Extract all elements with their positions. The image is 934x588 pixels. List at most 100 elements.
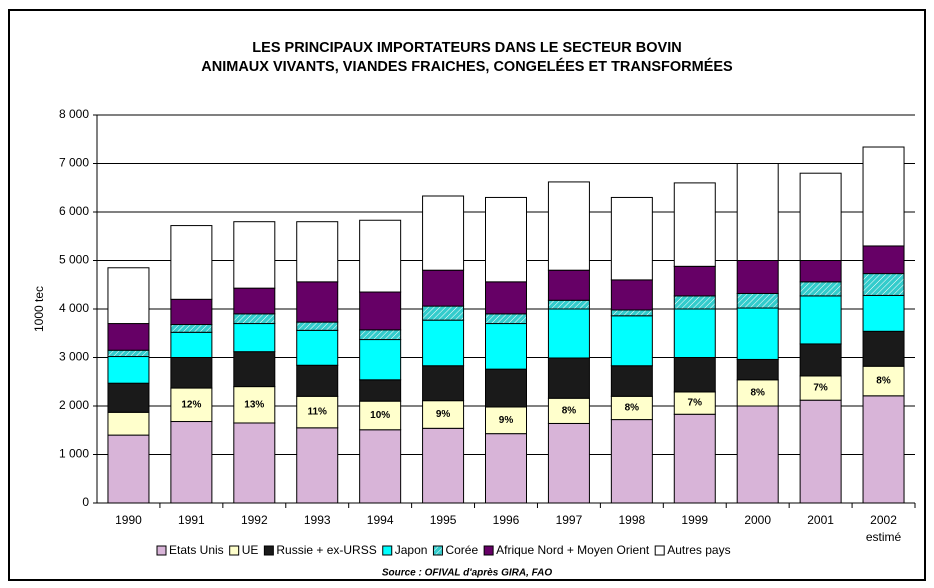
x-tick-label: 1997 bbox=[556, 513, 583, 527]
bar-segment bbox=[610, 196, 653, 281]
x-tick-label: 1996 bbox=[493, 513, 520, 527]
legend-label: Japon bbox=[395, 543, 428, 557]
y-tick-label: 2 000 bbox=[59, 398, 89, 412]
bar-segment bbox=[296, 395, 339, 429]
bar-segment bbox=[736, 260, 779, 294]
bar-segment bbox=[233, 313, 276, 325]
legend-swatch bbox=[432, 545, 443, 556]
share-label: 12% bbox=[181, 399, 201, 410]
bar-segment bbox=[862, 146, 905, 247]
bar-segment bbox=[422, 319, 465, 367]
bar-segment bbox=[673, 265, 716, 297]
share-label: 10% bbox=[370, 410, 390, 421]
bar-segment bbox=[485, 313, 527, 325]
bar-segment bbox=[736, 358, 779, 381]
y-axis-label: 1000 tec bbox=[32, 286, 46, 332]
bar-segment bbox=[799, 399, 842, 504]
x-tick-label: 1992 bbox=[241, 513, 268, 527]
bar-segment bbox=[359, 379, 402, 402]
bar-segment bbox=[610, 279, 653, 311]
bar-segment bbox=[547, 181, 590, 271]
bar-segment bbox=[422, 269, 465, 307]
y-tick-label: 5 000 bbox=[59, 253, 89, 267]
bar-segment bbox=[170, 421, 213, 504]
x-tick-label: 1994 bbox=[367, 513, 394, 527]
bar-segment bbox=[359, 339, 402, 381]
x-tick-label: 2002 bbox=[870, 513, 897, 527]
y-tick-label: 6 000 bbox=[59, 204, 89, 218]
bar-segment bbox=[610, 315, 653, 367]
bar-segment bbox=[673, 308, 716, 358]
bar-segment bbox=[673, 357, 716, 393]
y-tick-label: 8 000 bbox=[59, 107, 89, 121]
bar-segment bbox=[862, 395, 905, 504]
legend-swatch bbox=[263, 545, 274, 556]
bar-segment bbox=[107, 323, 150, 351]
bar-segment bbox=[862, 294, 905, 332]
bar-segment bbox=[799, 295, 842, 345]
share-label: 8% bbox=[625, 403, 640, 414]
share-label: 7% bbox=[688, 398, 703, 409]
legend-label: Russie + ex-URSS bbox=[276, 543, 376, 557]
bar-segment bbox=[610, 419, 653, 504]
legend-swatch bbox=[654, 545, 665, 556]
y-tick-label: 7 000 bbox=[59, 156, 89, 170]
bar-segment bbox=[107, 434, 150, 504]
x-tick-label: 1998 bbox=[618, 513, 645, 527]
bar-segment bbox=[107, 267, 150, 325]
y-tick-label: 1 000 bbox=[59, 447, 89, 461]
share-label: 9% bbox=[499, 415, 514, 426]
x-tick-label: 1995 bbox=[430, 513, 457, 527]
x-tick-label: 2000 bbox=[744, 513, 771, 527]
share-label: 9% bbox=[436, 409, 451, 420]
legend-label: UE bbox=[242, 543, 259, 557]
y-tick-label: 0 bbox=[82, 495, 89, 509]
chart-subtitle: ANIMAUX VIVANTS, VIANDES FRAICHES, CONGE… bbox=[201, 58, 733, 75]
bar-segment bbox=[170, 298, 213, 326]
bar-segment bbox=[736, 405, 779, 504]
chart-title: LES PRINCIPAUX IMPORTATEURS DANS LE SECT… bbox=[252, 40, 681, 56]
bar-segment bbox=[296, 427, 339, 504]
bar-segment bbox=[547, 422, 590, 504]
x-tick-label: 1999 bbox=[681, 513, 708, 527]
bar-segment bbox=[107, 349, 150, 358]
y-tick-label: 3 000 bbox=[59, 350, 89, 364]
bar-segment bbox=[547, 308, 590, 359]
bar-segment bbox=[673, 295, 716, 310]
bar-segment bbox=[296, 221, 339, 283]
bar-segment bbox=[359, 219, 402, 293]
bar-segment bbox=[485, 281, 527, 315]
bar-segment bbox=[862, 330, 905, 367]
legend-label: Afrique Nord + Moyen Orient bbox=[496, 543, 650, 557]
bar-segment bbox=[485, 433, 527, 504]
bar-segment bbox=[485, 196, 527, 283]
bar-segment bbox=[359, 291, 402, 331]
bar-segment bbox=[107, 356, 150, 384]
bar-segment bbox=[296, 281, 339, 323]
bar-segment bbox=[547, 299, 590, 310]
bar-segment bbox=[862, 273, 905, 296]
bar-segment bbox=[736, 307, 779, 360]
bar-segment bbox=[107, 411, 150, 436]
bar-segment bbox=[296, 329, 339, 366]
bar-segment bbox=[233, 323, 276, 353]
bar-segment bbox=[359, 329, 402, 341]
legend-swatch bbox=[382, 545, 393, 556]
bar-segment bbox=[233, 351, 276, 388]
bar-segment bbox=[610, 365, 653, 397]
bar-segment bbox=[170, 331, 213, 358]
share-label: 8% bbox=[876, 376, 891, 387]
bar-segment bbox=[170, 357, 213, 389]
bar-segment bbox=[547, 357, 590, 399]
bar-segment bbox=[799, 343, 842, 377]
bar-segment bbox=[799, 172, 842, 261]
bar-segment bbox=[736, 292, 779, 309]
bar-segment bbox=[799, 375, 842, 401]
legend-label: Corée bbox=[445, 543, 478, 557]
bar-segment bbox=[422, 365, 465, 402]
share-label: 13% bbox=[244, 399, 264, 410]
bar-segment bbox=[485, 323, 527, 370]
bar-segment bbox=[107, 382, 150, 413]
category-note: estimé bbox=[866, 530, 902, 544]
